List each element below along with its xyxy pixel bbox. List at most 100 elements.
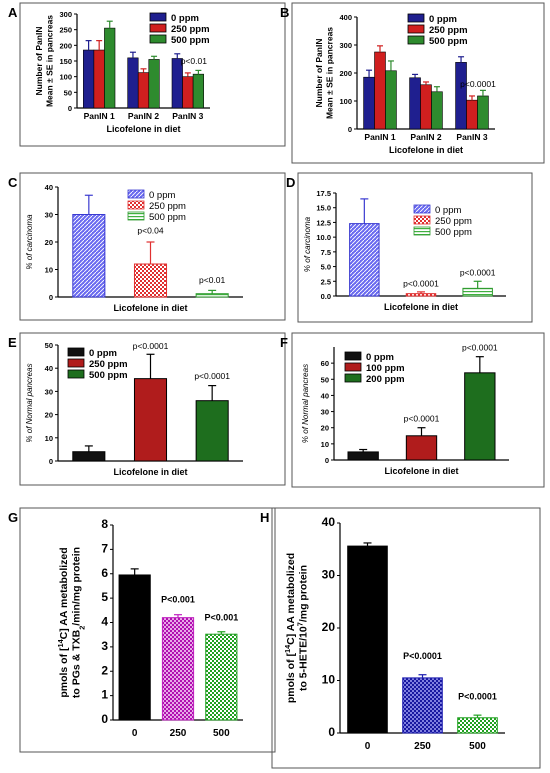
panel-letter: B xyxy=(280,5,289,20)
y-tick-label: 200 xyxy=(59,41,72,50)
bar xyxy=(182,76,194,109)
panel-letter: F xyxy=(280,335,288,350)
y-tick-label: 40 xyxy=(322,515,336,529)
bar xyxy=(420,84,432,130)
legend-swatch xyxy=(407,35,425,45)
x-tick-label: 250 xyxy=(414,741,431,752)
legend-swatch xyxy=(67,358,85,368)
x-axis-label: Licofelone in diet xyxy=(384,302,458,312)
p-value-label: p<0.0001 xyxy=(462,342,498,352)
legend-swatch xyxy=(407,24,425,34)
y-tick-label: 7 xyxy=(101,541,108,555)
panel-d: D 0.0 2.5 5.0 7.5 10.0 12.5 15.0 17.5 % of carcin… xyxy=(286,172,533,323)
legend-label: 0 ppm xyxy=(429,14,457,25)
y-axis-label: Mean ± SE in pancreas xyxy=(324,27,334,119)
bar xyxy=(477,95,489,130)
bar xyxy=(72,214,106,298)
legend-label: 0 ppm xyxy=(171,13,199,24)
y-tick-label: 20 xyxy=(45,411,53,420)
legend-swatch xyxy=(149,34,167,44)
panel-c: C 0 10 20 30 40 % of carcinoma Licofelone in di… xyxy=(8,172,286,321)
legend-swatch xyxy=(127,200,145,210)
p-value-label: p<0.04 xyxy=(137,226,164,236)
panel-frame xyxy=(19,2,286,147)
legend-swatch xyxy=(413,215,431,225)
bar xyxy=(363,76,375,130)
x-tick-label: PanIN 1 xyxy=(84,111,115,121)
bar xyxy=(137,72,150,109)
bar xyxy=(104,27,116,109)
y-tick-label: 0 xyxy=(348,125,352,134)
y-tick-label: 60 xyxy=(321,359,329,368)
legend-label: 0 ppm xyxy=(149,190,175,201)
y-tick-label: 300 xyxy=(339,41,352,50)
p-value-label: p<0.0001 xyxy=(133,341,169,351)
y-tick-label: 400 xyxy=(339,13,352,22)
bar xyxy=(462,287,493,297)
x-tick-label: PanIN 1 xyxy=(364,132,395,142)
bar xyxy=(457,717,498,734)
x-axis-label: Licofelone in diet xyxy=(384,466,458,476)
x-tick-label: PanIN 3 xyxy=(456,132,487,142)
y-tick-label: 30 xyxy=(322,568,336,582)
panel-a: A 0 50 100 150 200 250 300 Number of PanIN Mean ±… xyxy=(8,2,286,147)
legend-label: 250 ppm xyxy=(149,201,186,212)
y-tick-label: 0.0 xyxy=(321,292,331,301)
panel-b: B 0 100 200 300 400 Number of PanIN Mean ± SE i… xyxy=(280,2,545,164)
y-tick-label: 0 xyxy=(49,457,53,466)
y-tick-label: 17.5 xyxy=(316,189,331,198)
bar xyxy=(93,49,105,109)
p-value-label: P<0.001 xyxy=(161,594,195,604)
bar xyxy=(347,451,379,461)
y-tick-label: 0 xyxy=(101,712,108,726)
bar xyxy=(385,70,397,130)
y-tick-label: 10 xyxy=(45,434,53,443)
y-tick-label: 50 xyxy=(64,88,72,97)
panel-letter: G xyxy=(8,510,18,525)
p-value-label: p<0.0001 xyxy=(404,413,440,423)
legend-label: 500 ppm xyxy=(171,35,210,46)
x-tick-label: PanIN 3 xyxy=(172,111,203,121)
y-axis-label: Number of PanIN xyxy=(314,39,324,108)
y-tick-label: 30 xyxy=(45,211,53,220)
panel-letter: E xyxy=(8,335,17,350)
y-tick-label: 100 xyxy=(59,73,72,82)
y-axis-label: pmols of [14C] AA metabolized xyxy=(55,547,70,697)
y-axis-label: % of carcinoma xyxy=(303,216,312,272)
bar xyxy=(455,62,467,130)
bar xyxy=(374,51,386,130)
y-tick-label: 0 xyxy=(328,725,335,739)
legend-swatch xyxy=(413,226,431,236)
x-tick-label: 500 xyxy=(213,728,230,739)
bar xyxy=(349,223,380,297)
bar xyxy=(466,99,478,130)
legend-swatch xyxy=(344,351,362,361)
y-tick-label: 0 xyxy=(49,293,53,302)
panel-frame xyxy=(297,172,533,323)
y-tick-label: 50 xyxy=(321,375,329,384)
p-value-label: P<0.0001 xyxy=(458,692,497,702)
panel-frame xyxy=(271,507,541,769)
y-tick-label: 250 xyxy=(59,26,72,35)
p-value-label: p<0.0001 xyxy=(194,371,230,381)
bar xyxy=(405,293,437,297)
panel-frame xyxy=(291,332,545,488)
y-tick-label: 2 xyxy=(101,663,108,677)
y-axis-label: to PGs & TXB2/min/mg protein xyxy=(70,547,86,698)
legend-label: 0 ppm xyxy=(366,352,394,363)
x-axis-label: Licofelone in diet xyxy=(106,124,180,134)
bar xyxy=(195,293,229,298)
y-axis-label: pmols of [14C] AA metabolized xyxy=(282,553,297,703)
panel-letter: D xyxy=(286,175,295,190)
y-tick-label: 0 xyxy=(68,104,72,113)
y-tick-label: 40 xyxy=(45,183,53,192)
legend-label: 250 ppm xyxy=(429,25,468,36)
y-tick-label: 300 xyxy=(59,10,72,19)
bar xyxy=(83,49,95,109)
y-axis-label: % of carcinoma xyxy=(25,214,34,270)
bar xyxy=(464,372,496,461)
y-tick-label: 30 xyxy=(321,408,329,417)
y-tick-label: 200 xyxy=(339,69,352,78)
bar xyxy=(148,59,160,109)
legend-swatch xyxy=(67,369,85,379)
